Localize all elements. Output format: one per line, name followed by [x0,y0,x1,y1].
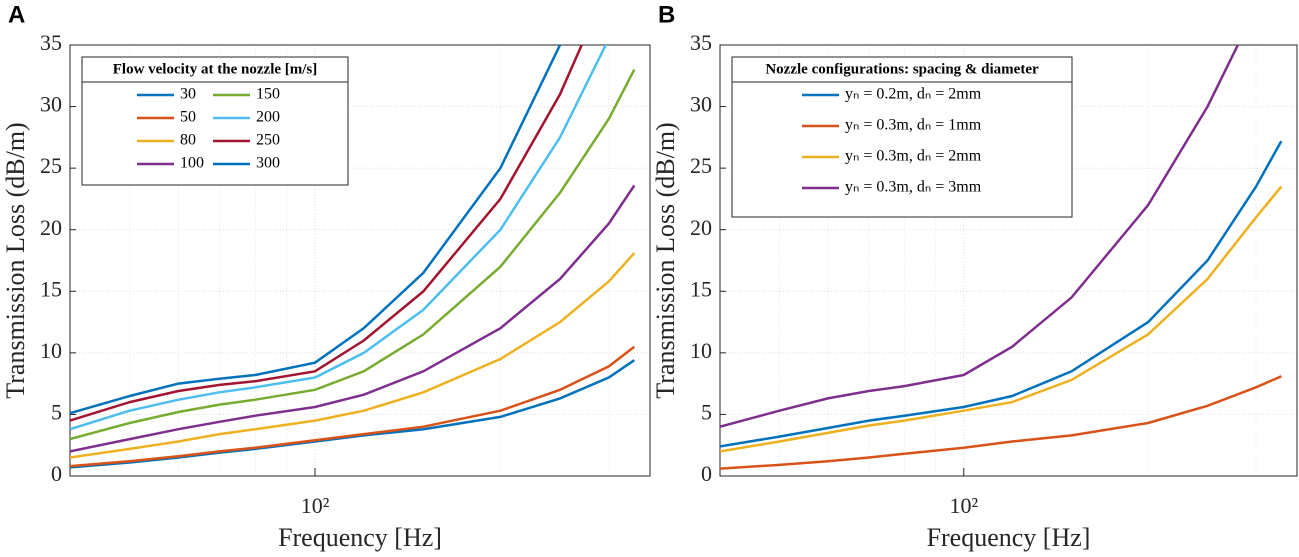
y-tick-label: 10 [40,338,62,363]
y-tick-label: 5 [701,399,712,424]
y-tick-label: 5 [51,399,62,424]
series-line [720,375,1282,470]
y-tick-label: 30 [40,92,62,117]
y-tick-label: 15 [690,276,712,301]
plot-lines [70,45,636,469]
y-tick-label: 35 [40,30,62,55]
series-line [70,69,636,441]
x-axis-label: Frequency [Hz] [278,523,442,552]
y-tick-label: 0 [701,461,712,486]
series-line [720,140,1283,448]
series-line [70,45,608,431]
legend-label: 30 [180,86,196,103]
legend-label: 200 [256,109,280,126]
y-tick-label: 20 [40,215,62,240]
y-tick-label: 0 [51,461,62,486]
y-axis-label: Transmission Loss (dB/m) [1,122,30,398]
series-line [720,45,1240,428]
panel-label: A [8,1,25,28]
y-tick-label: 20 [690,215,712,240]
axes-box [719,44,1298,477]
series-line [70,345,636,468]
legend-label: 80 [180,132,196,149]
series-line [720,185,1283,453]
y-axis-label: Transmission Loss (dB/m) [651,122,680,398]
x-tick-label: 10² [949,493,978,518]
series-line [70,45,584,422]
axes-box [69,44,651,477]
series-line [70,45,562,415]
series-line [70,184,636,453]
plot-lines [720,45,1283,470]
legend-box [731,56,1073,218]
panel-label: B [658,1,675,28]
legend-label: 50 [180,109,196,126]
y-tick-label: 10 [690,338,712,363]
legend-label: 250 [256,132,280,149]
legend-label: yₙ = 0.2m, dₙ = 2mm [845,86,982,103]
legend-title: Flow velocity at the nozzle [m/s] [113,61,318,77]
y-tick-label: 25 [40,153,62,178]
legend-label: 300 [256,155,280,172]
legend-label: 150 [256,86,280,103]
legend-label: yₙ = 0.3m, dₙ = 2mm [845,148,982,165]
y-tick-label: 30 [690,92,712,117]
y-tick-label: 25 [690,153,712,178]
y-tick-label: 35 [690,30,712,55]
legend-label: yₙ = 0.3m, dₙ = 1mm [845,117,982,134]
y-tick-label: 15 [40,276,62,301]
series-line [70,252,636,459]
legend-label: 100 [180,155,204,172]
x-tick-label: 10² [301,493,330,518]
legend-label: yₙ = 0.3m, dₙ = 3mm [845,179,982,196]
legend-title: Nozzle configurations: spacing & diamete… [765,61,1039,77]
x-axis-label: Frequency [Hz] [927,523,1091,552]
